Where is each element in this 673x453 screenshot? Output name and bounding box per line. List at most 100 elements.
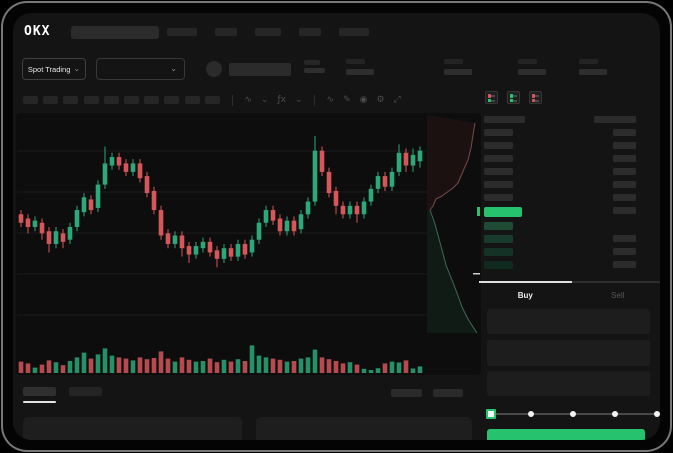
ticker-stat [518,59,548,77]
bid-amount-bar [484,261,513,269]
timeframe-button[interactable] [123,96,139,104]
bid-row[interactable] [484,232,636,245]
price-placeholder [304,60,320,65]
ask-amount-placeholder [484,142,513,149]
chart-toolbar: ∿ ⌄ ƒx ⌄ ∿ ✎ ◉ ⚙ ⤢ [23,93,405,107]
bid-amount-bar [484,235,513,243]
ask-row[interactable] [484,165,636,178]
ask-price-placeholder [613,194,636,201]
ask-amount-placeholder [484,155,513,162]
timeframe-button[interactable] [103,96,119,104]
indicators-fx-icon[interactable]: ƒx [277,94,286,105]
amount-slider[interactable] [486,407,660,421]
orderbook-header [484,113,636,126]
pair-title-placeholder [229,63,291,76]
nav-item-placeholder[interactable] [215,28,237,36]
ask-row[interactable] [484,139,636,152]
pair-selector-dropdown[interactable]: ⌄ [96,58,185,80]
depth-color-bar [510,94,513,98]
nav-item-placeholder[interactable] [167,28,197,36]
timeframe-button[interactable] [23,96,38,104]
toolbar-divider [314,94,316,106]
candlestick-chart[interactable] [17,115,427,337]
bottom-tab-active[interactable] [23,387,56,396]
bid-amount-bar [484,248,513,256]
settings-gear-icon[interactable]: ⚙ [376,94,385,105]
row-line [491,100,495,102]
depth-color-bar [510,98,513,102]
slider-stop[interactable] [612,411,618,417]
nav-item-placeholder[interactable] [339,28,369,36]
timeframe-button[interactable] [83,96,99,104]
coin-avatar [206,61,222,77]
timeframe-button[interactable] [63,96,79,104]
orderbook-asks-view-icon[interactable] [529,91,542,104]
candle-style-icon[interactable]: ∿ [244,94,252,105]
orderbook-split-view-icon[interactable] [485,91,498,104]
ask-amount-placeholder [484,194,513,201]
market-type-dropdown[interactable]: Spot Trading ⌄ [22,58,86,80]
slider-stop[interactable] [570,411,576,417]
chevron-down-icon: ⌄ [73,64,81,73]
ask-row[interactable] [484,126,636,139]
column-header-placeholder [594,116,636,123]
timeframe-button[interactable] [184,96,200,104]
timeframe-button[interactable] [144,96,160,104]
nav-item-placeholder[interactable] [299,28,321,36]
ticker-stat [444,59,474,77]
ask-row[interactable] [484,178,636,191]
search-input[interactable] [71,26,159,39]
tab-sell[interactable]: Sell [571,281,660,300]
slider-stop[interactable] [528,411,534,417]
timeframe-button[interactable] [43,96,59,104]
last-price-row[interactable] [484,204,636,219]
bottom-summary-box [256,417,472,440]
volume-chart [18,345,423,373]
ask-price-placeholder [613,168,636,175]
bid-amount-bar [484,222,513,230]
order-input-field[interactable] [487,371,650,396]
bid-row[interactable] [484,219,636,232]
market-type-label: Spot Trading [27,64,71,74]
bottom-panel-action[interactable] [433,389,463,397]
order-input-field[interactable] [487,309,650,334]
slider-stop[interactable] [654,411,660,417]
depth-color-bar [488,94,491,98]
bottom-tab-indicator [23,401,56,403]
ask-row[interactable] [484,191,636,204]
timeframe-button[interactable] [204,96,220,104]
orderbook-bids-view-icon[interactable] [507,91,520,104]
bottom-tab[interactable] [69,387,102,396]
nav-item-placeholder[interactable] [255,28,281,36]
ask-price-placeholder [613,129,636,136]
depth-color-bar [488,98,491,102]
row-line [513,100,517,102]
chevron-down-icon[interactable]: ⌄ [260,94,269,105]
ticker-stat [579,59,609,77]
fullscreen-expand-icon[interactable]: ⤢ [393,94,401,105]
slider-handle[interactable] [486,409,496,419]
bottom-panel-action[interactable] [391,389,422,397]
orderbook-view-switcher [485,91,542,104]
chevron-down-icon: ⌄ [170,64,177,73]
chart-panel [16,113,481,375]
depth-color-bar [532,98,535,102]
orderbook [484,113,636,271]
ask-price-placeholder [613,181,636,188]
row-line [513,95,517,97]
bid-row[interactable] [484,258,636,271]
order-input-field[interactable] [487,340,650,366]
chevron-down-icon[interactable]: ⌄ [294,94,303,105]
screenshot-camera-icon[interactable]: ◉ [359,94,368,105]
bid-row[interactable] [484,245,636,258]
brand-logo: OKX [24,24,51,39]
ask-price-placeholder [613,155,636,162]
ask-row[interactable] [484,152,636,165]
buy-submit-button[interactable] [487,429,645,440]
overlay-wave-icon[interactable]: ∿ [326,94,335,105]
draw-tools-icon[interactable]: ✎ [343,94,351,105]
timeframe-button[interactable] [164,96,180,104]
column-header-placeholder [484,116,525,123]
tab-buy[interactable]: Buy [479,281,572,300]
